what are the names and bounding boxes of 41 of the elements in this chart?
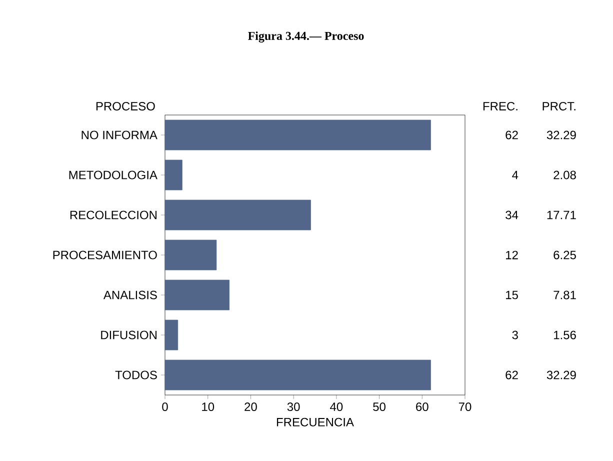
data-label: 15: [506, 290, 518, 300]
x-tick-label: 10: [202, 402, 214, 412]
data-label: 4: [512, 170, 518, 180]
data-label: 62: [506, 130, 518, 140]
data-label: 3: [512, 330, 518, 340]
bar: [164, 280, 230, 310]
chart-title: Figura 3.44.— Proceso: [248, 31, 364, 42]
bar: [164, 200, 311, 230]
x-tick-label: 20: [244, 402, 257, 412]
x-axis-title: FRECUENCIA: [276, 418, 354, 426]
y-tick-label: PROCESAMIENTO: [53, 250, 157, 260]
text: 1.56: [554, 330, 576, 340]
data-label: 62: [506, 370, 518, 380]
x-tick-label: 70: [458, 402, 472, 412]
x-tick-label: 60: [416, 402, 428, 412]
y-tick-label: RECOLECCION: [70, 210, 156, 220]
bar: [164, 360, 431, 390]
y-tick-label: METODOLOGIA: [69, 170, 158, 180]
text: 17.71: [547, 210, 576, 220]
text: 32.29: [546, 370, 576, 380]
data-label: 34: [506, 210, 518, 220]
text: PRCT.: [542, 102, 576, 110]
text: FREC.: [483, 102, 518, 110]
y-axis-title: PROCESO: [96, 102, 155, 110]
text: 7.81: [554, 290, 576, 300]
y-tick-label: NO INFORMA: [82, 130, 158, 140]
text: 6.25: [554, 250, 576, 260]
x-tick-label: 0: [162, 402, 168, 412]
y-tick-label: DIFUSION: [101, 330, 156, 340]
text: 32.29: [546, 130, 576, 140]
x-tick-label: 50: [373, 402, 386, 412]
bar: [164, 320, 178, 350]
x-tick-label: 40: [330, 402, 343, 412]
bar: [164, 160, 182, 190]
x-tick-label: 30: [287, 402, 300, 412]
y-tick-label: TODOS: [115, 370, 157, 380]
data-label: 12: [506, 250, 518, 260]
bar: [164, 240, 217, 270]
y-tick-label: ANALISIS: [103, 290, 157, 300]
text: 2.08: [554, 170, 576, 180]
bar: [164, 120, 431, 150]
